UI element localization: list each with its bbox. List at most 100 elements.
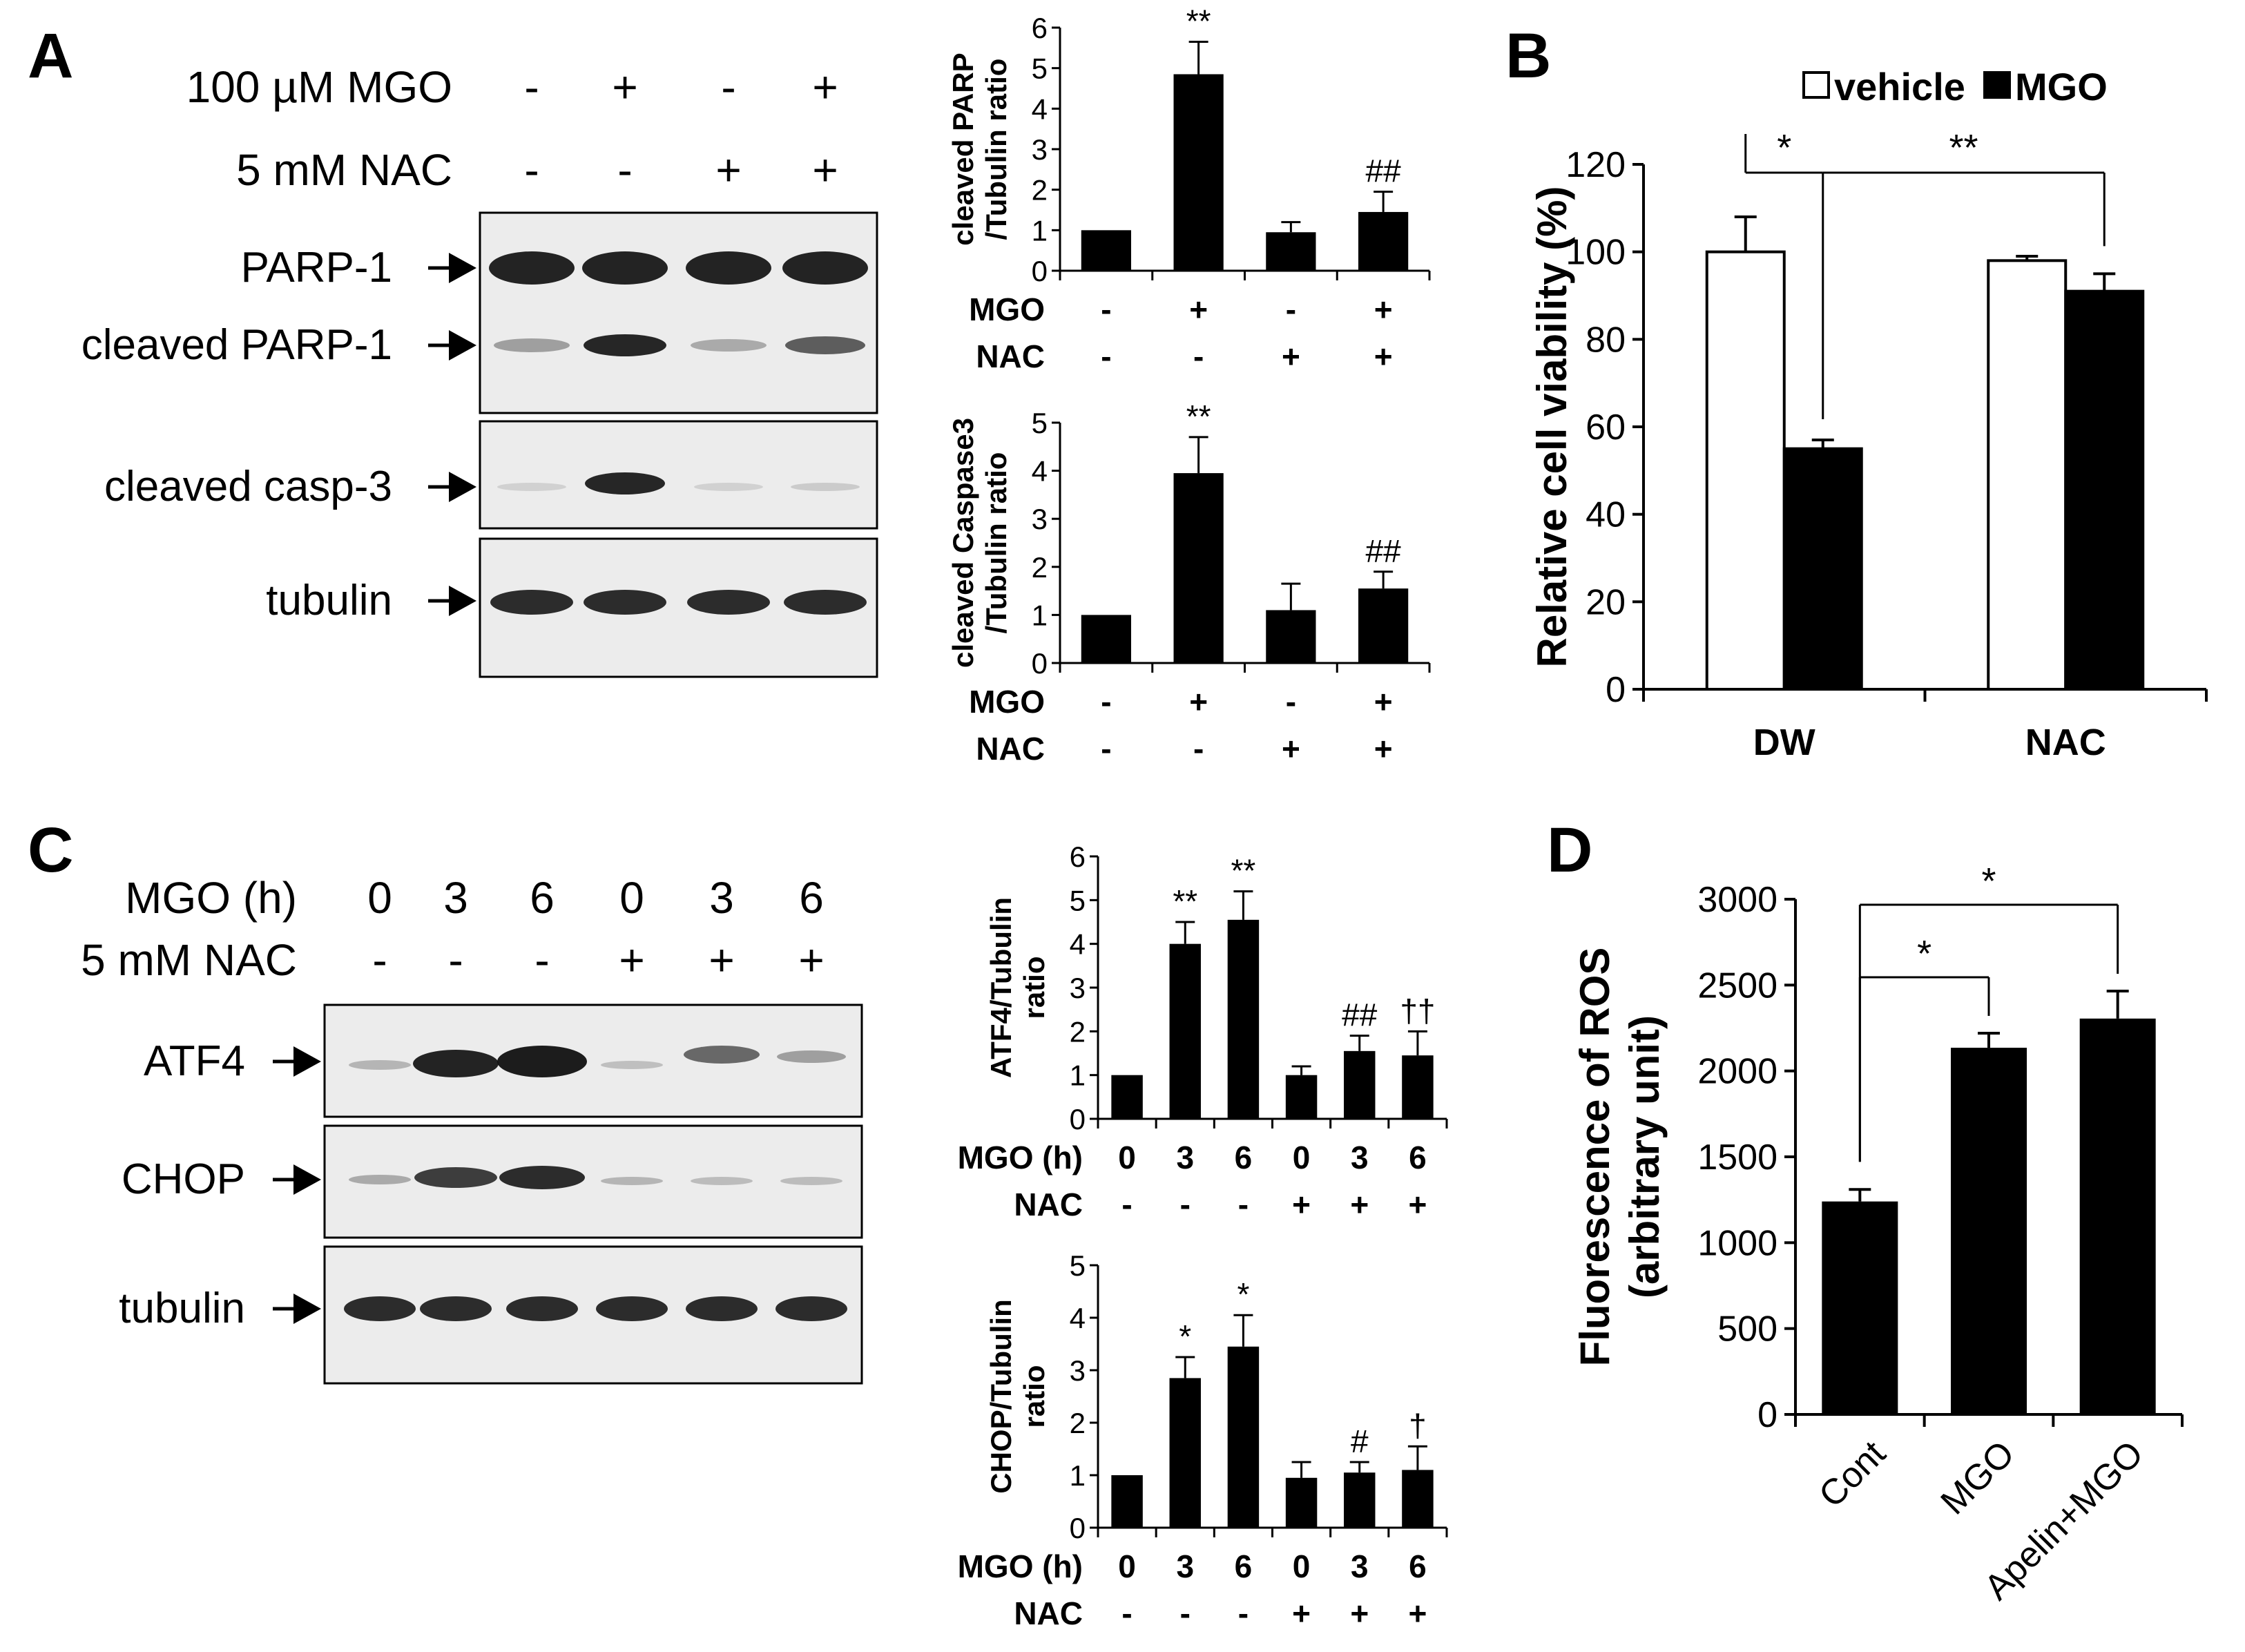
y-tick-label: 120 — [1565, 145, 1626, 185]
chart-A2: 0 1 2 3 4 5 ** ## cleaved Caspase3/Tubulin ratio… — [947, 398, 1431, 767]
significance-label: †† — [1400, 992, 1435, 1028]
condition-label: MGO — [969, 684, 1045, 720]
arrow-icon-head — [449, 330, 476, 361]
y-tick-label: 4 — [1070, 928, 1086, 961]
y-tick-label: 1500 — [1697, 1137, 1777, 1178]
x-tick-label: Cont — [1811, 1433, 1894, 1515]
blot-label: cleaved PARP-1 — [81, 321, 392, 369]
condition-value: - — [1121, 1187, 1132, 1222]
condition-label: MGO (h) — [958, 1140, 1083, 1175]
bar — [1987, 259, 2068, 691]
significance-label: ** — [1231, 853, 1256, 889]
significance-label: ## — [1342, 997, 1378, 1033]
y-tick-label: 2 — [1070, 1015, 1086, 1048]
blot-parp-band-8 — [785, 336, 865, 354]
condition-value: 6 — [1409, 1548, 1427, 1584]
bar — [1266, 232, 1316, 271]
condition-value: 0 — [1293, 1140, 1311, 1175]
condition-value: - — [1101, 684, 1111, 720]
significance-label: * — [1237, 1276, 1249, 1312]
arrow-icon-head — [449, 586, 476, 616]
y-tick-label: 5 — [1032, 52, 1048, 85]
y-axis-label: (arbitrary unit) — [1621, 1015, 1668, 1298]
arrow-icon — [428, 586, 476, 616]
blot-casp3-band-1 — [585, 472, 665, 494]
significance-bracket: ** — [1822, 127, 2106, 247]
bar — [1081, 230, 1131, 271]
blot-casp3 — [479, 420, 878, 530]
condition-value: + — [1408, 1595, 1427, 1631]
blot-tubulin-c-frame — [323, 1245, 863, 1385]
blot-tubulin-a-band-1 — [490, 590, 573, 615]
condition-value: + — [612, 62, 637, 112]
blot-tubulin-c-band-2 — [420, 1296, 492, 1321]
significance-bracket: * — [1858, 861, 2119, 1162]
bar — [1227, 1346, 1260, 1528]
bar — [1173, 473, 1224, 663]
arrow-icon-head — [449, 472, 476, 502]
arrow-icon — [273, 1164, 321, 1195]
legend-label: MGO — [2015, 65, 2108, 108]
y-tick-label: 6 — [1070, 841, 1086, 873]
panel-a: A 100 µM MGO - + - +5 mM NAC - - + + PARP-1 cleaved… — [28, 3, 1431, 767]
y-tick-label: 0 — [1606, 670, 1626, 710]
y-tick-label: 500 — [1717, 1309, 1777, 1350]
y-tick-label: 0 — [1032, 255, 1048, 287]
bar — [1402, 1470, 1434, 1528]
panel-letter: D — [1547, 815, 1592, 885]
bar — [1402, 1055, 1434, 1119]
arrow-icon-head — [293, 1294, 321, 1324]
condition-value: - — [1180, 1595, 1191, 1631]
y-tick-label: 2 — [1032, 174, 1048, 206]
condition-value: 0 — [619, 873, 644, 923]
x-tick-label: DW — [1753, 722, 1815, 763]
blot-chop-band-3 — [499, 1166, 585, 1189]
condition-value: + — [1350, 1595, 1369, 1631]
condition-value: + — [1374, 291, 1393, 327]
bar — [1111, 1075, 1143, 1119]
significance-label: # — [1351, 1423, 1369, 1459]
condition-label: NAC — [976, 338, 1045, 374]
chart-A1: 0 1 2 3 4 5 6 ** ## cleaved PARP/Tubulin ratio MGO… — [947, 3, 1431, 374]
significance-label: * — [1981, 861, 1996, 902]
y-tick-label: 1000 — [1697, 1223, 1777, 1263]
blot-casp3-band-2 — [497, 483, 566, 491]
blot-label: PARP-1 — [241, 244, 392, 291]
significance-label: ** — [1173, 883, 1197, 919]
y-tick-label: 80 — [1586, 320, 1626, 360]
y-axis-label: CHOP/Tubulin — [985, 1299, 1017, 1494]
y-tick-label: 2 — [1032, 551, 1048, 584]
blot-label: tubulin — [266, 577, 392, 624]
legend-swatch — [1983, 71, 2011, 99]
arrow-icon — [273, 1294, 321, 1324]
y-tick-label: 2000 — [1697, 1052, 1777, 1092]
arrow-icon — [428, 472, 476, 502]
condition-value: - — [1286, 291, 1296, 327]
y-tick-label: 1 — [1032, 214, 1048, 247]
blot-tubulin-c-band-1 — [344, 1296, 416, 1321]
condition-value: - — [1101, 291, 1111, 327]
bar — [1705, 250, 1786, 691]
blot-parp-band-7 — [691, 339, 767, 352]
condition-value: + — [1350, 1187, 1369, 1222]
significance-label: ** — [1949, 127, 1978, 169]
y-tick-label: 5 — [1032, 407, 1048, 439]
condition-value: + — [1282, 731, 1300, 767]
y-tick-label: 3 — [1070, 972, 1086, 1004]
condition-label: 100 µM MGO — [186, 62, 452, 112]
blot-tubulin-c-band-4 — [596, 1296, 668, 1321]
condition-value: + — [812, 145, 838, 195]
y-tick-label: 6 — [1032, 12, 1048, 44]
significance-label: * — [1917, 933, 1931, 974]
y-tick-label: 4 — [1070, 1302, 1086, 1334]
condition-value: 0 — [1293, 1548, 1311, 1584]
condition-value: - — [372, 935, 387, 985]
blot-casp3-band-4 — [791, 483, 860, 491]
condition-value: + — [1374, 731, 1393, 767]
condition-value: 0 — [367, 873, 392, 923]
blot-parp-band-4 — [782, 251, 868, 285]
condition-value: - — [524, 62, 539, 112]
blot-tubulin-c-band-5 — [686, 1296, 758, 1321]
